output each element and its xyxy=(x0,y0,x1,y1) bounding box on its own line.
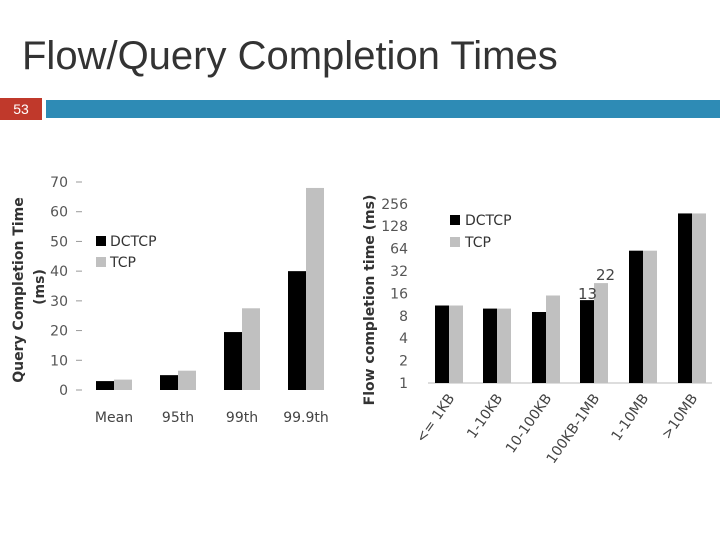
x-category-label: 1-10MB xyxy=(609,391,653,444)
y-axis-label: Query Completion Time xyxy=(11,197,27,382)
bar-tcp xyxy=(692,213,706,383)
bar-tcp xyxy=(242,308,260,390)
y-tick-label: 60 xyxy=(50,205,68,221)
bar-dctcp xyxy=(629,250,643,383)
legend-swatch-tcp xyxy=(450,237,460,247)
bar-tcp xyxy=(497,308,511,383)
slide-title: Flow/Query Completion Times xyxy=(22,34,558,78)
x-category-label: 99.9th xyxy=(283,410,329,426)
y-tick-label: 2 xyxy=(399,354,408,370)
y-tick-label: 20 xyxy=(50,324,68,340)
bar-dctcp xyxy=(224,332,242,390)
bar-dctcp xyxy=(580,300,594,383)
x-category-label: 10-100KB xyxy=(503,391,555,456)
y-tick-label: 32 xyxy=(390,264,408,280)
header-accent-strip xyxy=(46,100,720,118)
slide-number: 53 xyxy=(0,98,42,120)
bar-tcp xyxy=(449,305,463,383)
bar-dctcp xyxy=(288,271,306,390)
bar-tcp xyxy=(643,250,657,383)
x-category-label: <= 1KB xyxy=(413,391,458,446)
y-tick-label: 1 xyxy=(399,376,408,392)
bar-tcp xyxy=(546,295,560,383)
x-category-label: 1-10KB xyxy=(464,391,506,442)
y-tick-label: 40 xyxy=(50,264,68,280)
legend-label-dctcp: DCTCP xyxy=(465,213,512,229)
y-tick-label: 10 xyxy=(50,353,68,369)
x-category-label: >10MB xyxy=(659,391,701,442)
query-completion-chart: 0 10 20 30 40 50 60 70 Mean 95th 99th 99.9th Query C… xyxy=(11,175,329,426)
bar-dctcp xyxy=(532,311,546,383)
y-tick-label: 8 xyxy=(399,309,408,325)
y-tick-label: 70 xyxy=(50,175,68,191)
y-tick-label: 256 xyxy=(381,197,408,213)
bar-dctcp xyxy=(435,305,449,383)
bar-dctcp xyxy=(96,381,114,390)
y-axis-label: Flow completion time (ms) xyxy=(362,195,378,406)
legend-swatch-tcp xyxy=(96,257,106,267)
legend-swatch-dctcp xyxy=(96,236,106,246)
bar-dctcp xyxy=(483,308,497,383)
y-tick-label: 4 xyxy=(399,331,408,347)
y-tick-label: 64 xyxy=(390,242,408,258)
bar-tcp xyxy=(594,283,608,383)
y-tick-label: 128 xyxy=(381,219,408,235)
y-axis-label-unit: (ms) xyxy=(32,269,48,305)
y-tick-label: 50 xyxy=(50,234,68,250)
x-category-label: Mean xyxy=(95,410,133,426)
annotation-dctcp-value: 13 xyxy=(578,285,597,303)
y-tick-label: 30 xyxy=(50,294,68,310)
bar-dctcp xyxy=(160,375,178,390)
annotation-tcp-value: 22 xyxy=(596,266,615,284)
x-category-label: 99th xyxy=(226,410,258,426)
x-category-label: 95th xyxy=(162,410,194,426)
legend-label-dctcp: DCTCP xyxy=(110,234,157,250)
legend-swatch-dctcp xyxy=(450,215,460,225)
bar-tcp xyxy=(178,370,196,390)
bar-tcp xyxy=(306,187,324,390)
y-tick-label: 16 xyxy=(390,286,408,302)
bar-tcp xyxy=(114,379,132,390)
legend-label-tcp: TCP xyxy=(464,235,491,251)
y-tick-label: 0 xyxy=(59,383,68,399)
bar-dctcp xyxy=(678,213,692,383)
legend-label-tcp: TCP xyxy=(109,255,136,271)
